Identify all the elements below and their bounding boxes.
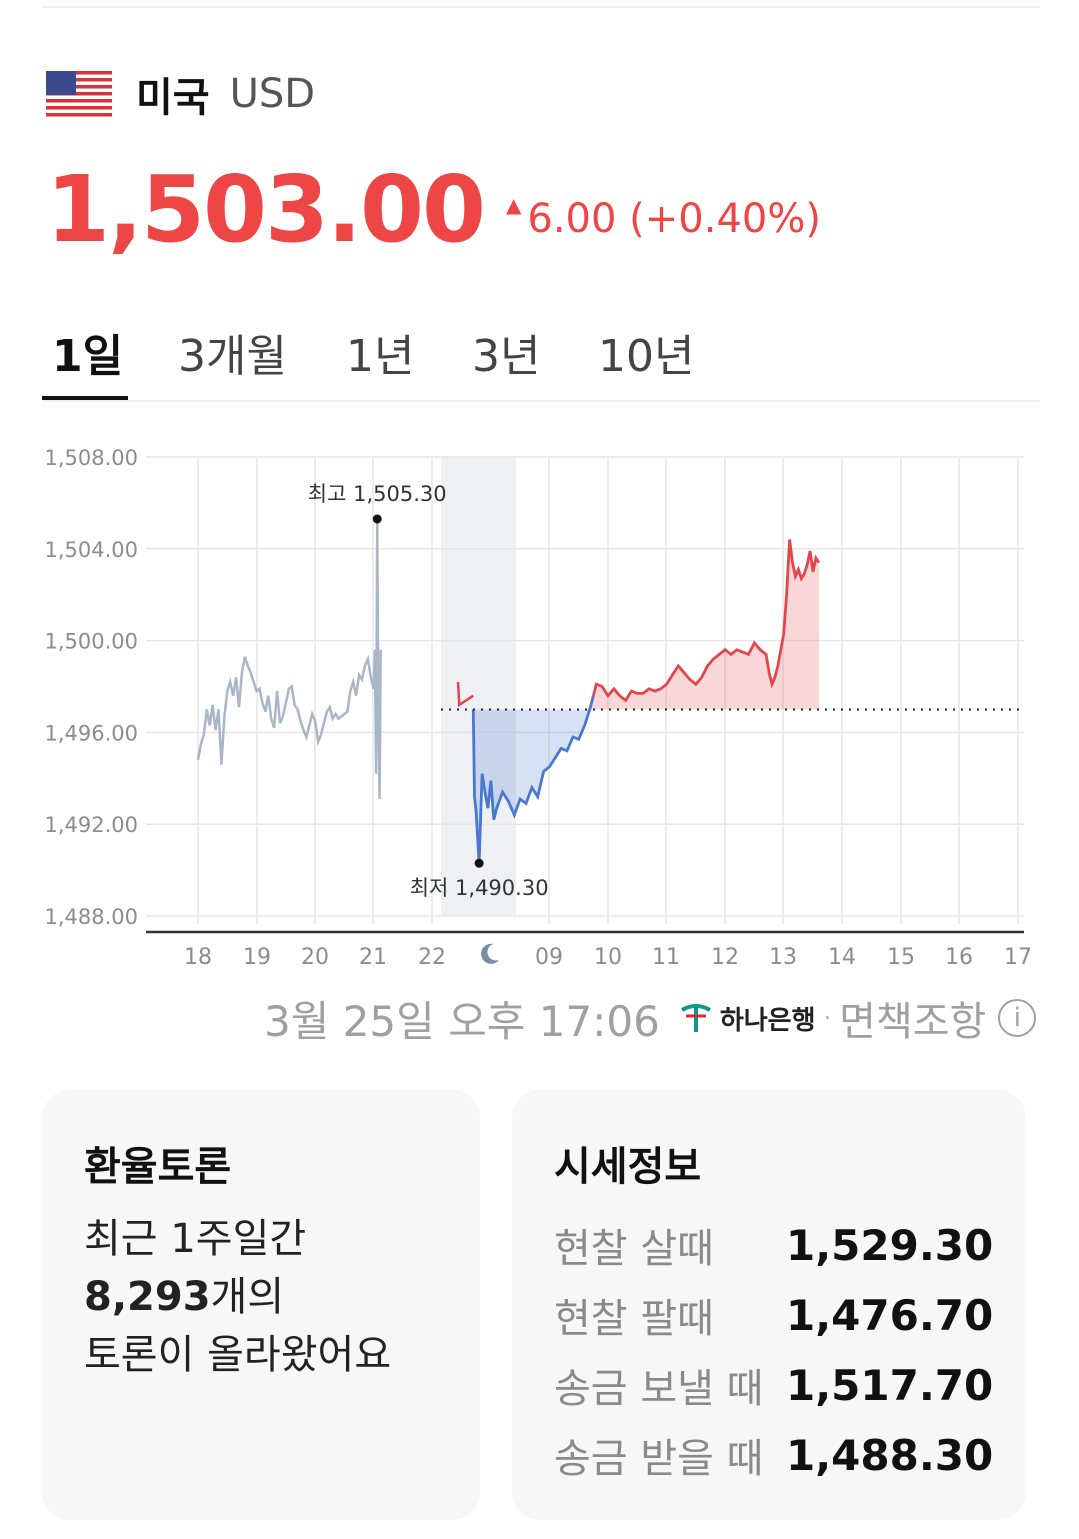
high-label: 최고 1,505.30 <box>308 482 447 506</box>
active-tab-indicator <box>42 396 128 400</box>
rate-value: 1,529.30 <box>786 1220 994 1270</box>
us-flag-icon <box>46 71 112 117</box>
country-name: 미국 <box>136 75 210 121</box>
x-tick-label: 17 <box>1004 945 1032 970</box>
up-triangle-icon: ▲ <box>505 193 522 217</box>
rate-row-receive: 송금 받을 때 1,488.30 <box>554 1420 1026 1490</box>
discussion-count-suffix: 개의 <box>210 1274 285 1320</box>
rate-row-send: 송금 보낼 때 1,517.70 <box>554 1350 1026 1420</box>
x-tick-label: 13 <box>769 945 797 970</box>
disclaimer-link[interactable]: 면책조항 <box>839 999 987 1045</box>
hana-bank-logo-icon <box>680 1004 711 1032</box>
x-tick-label: 16 <box>945 945 973 970</box>
tab-3m[interactable]: 3개월 <box>178 331 287 382</box>
rate-label: 송금 보낼 때 <box>554 1366 764 1412</box>
discussion-count: 8,293 <box>84 1274 211 1320</box>
x-tick-label: 11 <box>652 945 680 970</box>
rate-value: 1,476.70 <box>786 1290 994 1340</box>
rate-label: 송금 받을 때 <box>554 1436 764 1482</box>
period-tabs: 1일 3개월 1년 3년 10년 <box>42 310 1040 402</box>
low-point-marker <box>474 858 484 868</box>
y-tick-label: 1,496.00 <box>44 721 138 745</box>
y-tick-label: 1,508.00 <box>44 446 138 470</box>
price-change-text: 6.00 (+0.40%) <box>527 196 821 242</box>
discussion-message: 토론이 올라왔어요 <box>84 1332 392 1378</box>
discussion-count-line: 8,293개의 <box>84 1268 480 1326</box>
below-reference-area <box>473 695 594 864</box>
tab-1d[interactable]: 1일 <box>52 331 124 382</box>
x-tick-label: 15 <box>887 945 915 970</box>
tab-1y[interactable]: 1년 <box>346 331 415 382</box>
x-tick-label: 22 <box>418 945 446 970</box>
rate-value: 1,488.30 <box>786 1430 994 1480</box>
discussion-title: 환율토론 <box>84 1144 232 1190</box>
y-tick-label: 1,488.00 <box>44 905 138 929</box>
info-icon[interactable]: i <box>998 999 1037 1037</box>
current-price: 1,503.00 <box>46 156 486 263</box>
tab-10y[interactable]: 10년 <box>598 331 695 382</box>
rate-row-cash-buy: 현찰 살때 1,529.30 <box>554 1210 1026 1280</box>
exchange-rate-chart[interactable]: 1,508.00 1,504.00 1,500.00 1,496.00 1,492.00… <box>0 420 1079 980</box>
high-point-marker <box>372 514 382 524</box>
rate-value: 1,517.70 <box>786 1360 994 1410</box>
top-divider <box>42 6 1040 8</box>
rate-label: 현찰 살때 <box>554 1226 714 1272</box>
above-reference-area <box>593 539 819 710</box>
price-row: 1,503.00 ▲ 6.00 (+0.40%) <box>46 150 821 260</box>
low-label: 최저 1,490.30 <box>410 876 549 900</box>
moon-icon <box>481 943 499 964</box>
x-tick-label: 14 <box>828 945 856 970</box>
currency-code: USD <box>229 71 316 117</box>
x-tick-label: 12 <box>711 945 739 970</box>
y-tick-label: 1,492.00 <box>44 813 138 837</box>
x-tick-label: 21 <box>359 945 387 970</box>
open-stub-line <box>456 681 474 708</box>
tab-3y[interactable]: 3년 <box>472 331 541 382</box>
price-change: ▲ 6.00 (+0.40%) <box>505 193 821 242</box>
y-tick-label: 1,500.00 <box>44 630 138 654</box>
rate-label: 현찰 팔때 <box>554 1296 714 1342</box>
separator-dot: · <box>823 1004 832 1032</box>
market-info-card[interactable]: 시세정보 현찰 살때 1,529.30 현찰 팔때 1,476.70 송금 보낼… <box>512 1090 1026 1520</box>
x-tick-label: 10 <box>594 945 622 970</box>
bank-name: 하나은행 <box>719 1005 816 1036</box>
chart-footer: 3월 25일 오후 17:06 하나은행 · 면책조항 i <box>264 988 1037 1048</box>
above-reference-line <box>592 539 821 703</box>
below-reference-line <box>471 695 595 864</box>
x-tick-label: 09 <box>535 945 563 970</box>
rate-row-cash-sell: 현찰 팔때 1,476.70 <box>554 1280 1026 1350</box>
update-timestamp: 3월 25일 오후 17:06 <box>264 996 660 1046</box>
x-tick-label: 18 <box>184 945 212 970</box>
y-tick-label: 1,504.00 <box>44 538 138 562</box>
market-info-title: 시세정보 <box>554 1144 702 1190</box>
overnight-series-line <box>196 518 382 800</box>
x-tick-label: 20 <box>301 945 329 970</box>
bank-source: 하나은행 <box>678 1000 816 1037</box>
currency-header: 미국 USD <box>46 66 315 122</box>
x-tick-label: 19 <box>243 945 271 970</box>
discussion-card[interactable]: 환율토론 최근 1주일간 8,293개의 토론이 올라왔어요 <box>42 1090 480 1520</box>
discussion-period: 최근 1주일간 <box>84 1216 307 1262</box>
